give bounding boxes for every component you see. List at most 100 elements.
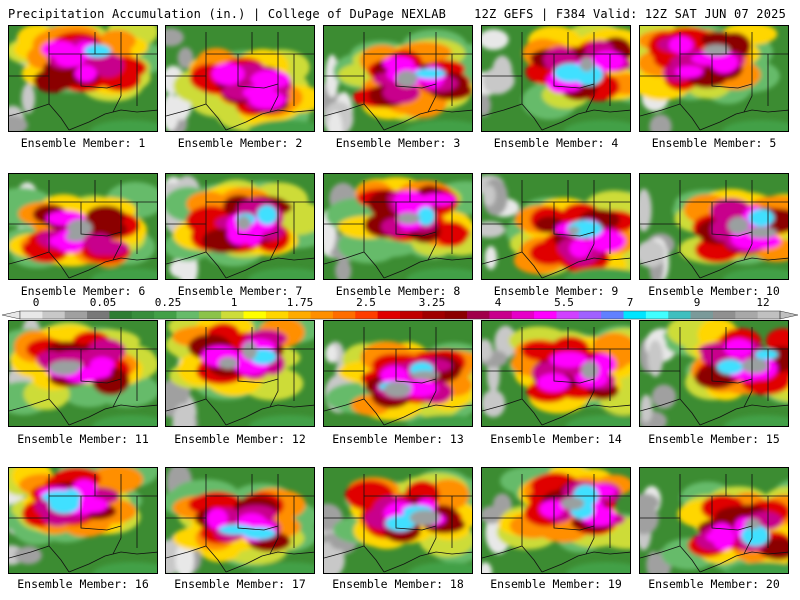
ensemble-map-panel xyxy=(165,467,315,574)
ensemble-map-panel xyxy=(639,173,789,280)
precipitation-map xyxy=(166,26,314,131)
state-boundary-line xyxy=(383,551,472,573)
ensemble-member-label: Ensemble Member: 6 xyxy=(20,284,146,298)
state-boundary-line xyxy=(112,474,122,555)
state-boundary-line xyxy=(205,371,227,426)
state-boundary-line xyxy=(640,251,681,265)
colorbar-swatch xyxy=(422,311,446,319)
state-boundary-line xyxy=(112,327,122,408)
state-boundary-line xyxy=(743,32,753,113)
state-boundary-line xyxy=(383,257,472,279)
colorbar-swatch xyxy=(243,311,267,319)
state-boundary-line xyxy=(48,224,70,279)
state-boundary-line xyxy=(395,349,437,384)
state-boundary-line xyxy=(711,54,753,89)
state-boundary-line xyxy=(553,349,595,384)
state-boundary-line xyxy=(166,251,207,265)
ensemble-member-label: Ensemble Member: 13 xyxy=(332,432,464,446)
state-boundary-line xyxy=(699,551,788,573)
state-boundary-line xyxy=(9,201,157,225)
colorbar-tick-label: 9 xyxy=(693,296,701,309)
colorbar-tick-label: 0.25 xyxy=(154,296,182,309)
ensemble-map-panel xyxy=(481,320,631,427)
colorbar-swatch xyxy=(131,311,155,319)
state-boundary-line xyxy=(80,496,122,531)
state-boundary-line xyxy=(237,202,279,237)
state-boundary-line xyxy=(225,551,314,573)
state-boundary-line xyxy=(482,348,630,372)
ensemble-member-label: Ensemble Member: 18 xyxy=(332,577,464,591)
ensemble-member-label: Ensemble Member: 3 xyxy=(335,136,461,150)
state-boundary-line xyxy=(585,474,595,555)
precipitation-map xyxy=(9,321,157,426)
precipitation-map xyxy=(640,174,788,279)
ensemble-map-panel xyxy=(8,320,158,427)
state-boundary-line xyxy=(482,398,523,412)
state-boundary-line xyxy=(80,349,122,384)
precipitation-map xyxy=(482,26,630,131)
state-boundary-line xyxy=(363,224,385,279)
state-boundary-line xyxy=(205,518,227,573)
colorbar-swatch xyxy=(757,311,781,319)
precipitation-map xyxy=(482,468,630,573)
precipitation-map xyxy=(324,468,472,573)
state-boundary-line xyxy=(640,495,788,519)
state-boundary-line xyxy=(743,327,753,408)
colorbar-tick-label: 12 xyxy=(756,296,770,309)
state-boundary-line xyxy=(237,54,279,89)
ensemble-map-panel xyxy=(323,173,473,280)
ensemble-member-label: Ensemble Member: 5 xyxy=(651,136,777,150)
state-boundary-line xyxy=(541,257,630,279)
precipitation-map xyxy=(324,321,472,426)
state-boundary-line xyxy=(324,545,365,559)
state-boundary-line xyxy=(166,53,314,77)
colorbar-swatch xyxy=(578,311,602,319)
state-boundary-line xyxy=(324,348,472,372)
colorbar-min-arrow xyxy=(1,310,21,320)
ensemble-member-label: Ensemble Member: 14 xyxy=(490,432,622,446)
state-boundary-line xyxy=(521,371,543,426)
state-boundary-line xyxy=(363,518,385,573)
ensemble-member-label: Ensemble Member: 11 xyxy=(17,432,149,446)
state-boundary-line xyxy=(395,496,437,531)
state-boundary-line xyxy=(427,180,437,261)
state-boundary-line xyxy=(427,32,437,113)
colorbar-swatch xyxy=(444,311,468,319)
ensemble-map-panel xyxy=(165,25,315,132)
colorbar-tick-label: 5.5 xyxy=(554,296,574,309)
state-boundary-line xyxy=(427,327,437,408)
state-boundary-line xyxy=(640,201,788,225)
ensemble-member-label: Ensemble Member: 7 xyxy=(177,284,303,298)
colorbar-swatch xyxy=(288,311,311,319)
state-boundary-line xyxy=(699,404,788,426)
state-boundary-line xyxy=(679,224,701,279)
state-boundary-line xyxy=(68,551,157,573)
state-boundary-line xyxy=(679,76,701,131)
state-boundary-line xyxy=(427,474,437,555)
state-boundary-line xyxy=(9,53,157,77)
colorbar-swatch xyxy=(645,311,669,319)
state-boundary-line xyxy=(521,518,543,573)
colorbar-tick-label: 3.25 xyxy=(418,296,446,309)
ensemble-map-panel xyxy=(481,173,631,280)
state-boundary-line xyxy=(521,76,543,131)
state-boundary-line xyxy=(324,103,365,117)
precipitation-map xyxy=(324,26,472,131)
state-boundary-line xyxy=(324,53,472,77)
colorbar-tick-label: 0.05 xyxy=(89,296,117,309)
colorbar-swatch xyxy=(221,311,244,319)
ensemble-map-panel xyxy=(8,25,158,132)
state-boundary-line xyxy=(699,257,788,279)
colorbar-swatch xyxy=(668,311,691,319)
state-boundary-line xyxy=(541,551,630,573)
state-boundary-line xyxy=(585,327,595,408)
state-boundary-line xyxy=(585,32,595,113)
state-boundary-line xyxy=(9,103,50,117)
ensemble-map-panel xyxy=(8,467,158,574)
ensemble-member-label: Ensemble Member: 1 xyxy=(20,136,146,150)
state-boundary-line xyxy=(48,518,70,573)
colorbar-swatch xyxy=(735,311,759,319)
state-boundary-line xyxy=(68,257,157,279)
state-boundary-line xyxy=(640,398,681,412)
ensemble-member-label: Ensemble Member: 2 xyxy=(177,136,303,150)
